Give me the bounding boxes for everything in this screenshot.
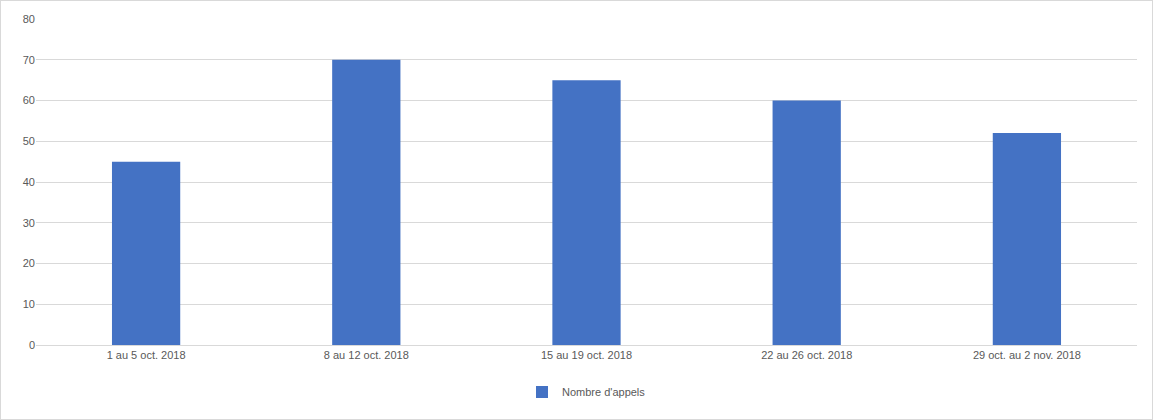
svg-text:8 au 12 oct. 2018: 8 au 12 oct. 2018 [324,349,409,361]
svg-text:Nombre d'appels: Nombre d'appels [562,386,645,398]
svg-text:15 au 19 oct. 2018: 15 au 19 oct. 2018 [541,349,632,361]
svg-text:10: 10 [23,298,35,310]
svg-text:70: 70 [23,54,35,66]
svg-text:0: 0 [29,339,35,351]
svg-text:30: 30 [23,217,35,229]
svg-text:50: 50 [23,135,35,147]
svg-text:60: 60 [23,94,35,106]
svg-text:20: 20 [23,257,35,269]
svg-text:1 au 5 oct. 2018: 1 au 5 oct. 2018 [107,349,186,361]
svg-text:22 au 26 oct. 2018: 22 au 26 oct. 2018 [761,349,852,361]
svg-text:80: 80 [23,13,35,25]
svg-text:29 oct. au 2 nov. 2018: 29 oct. au 2 nov. 2018 [973,349,1081,361]
svg-text:40: 40 [23,176,35,188]
